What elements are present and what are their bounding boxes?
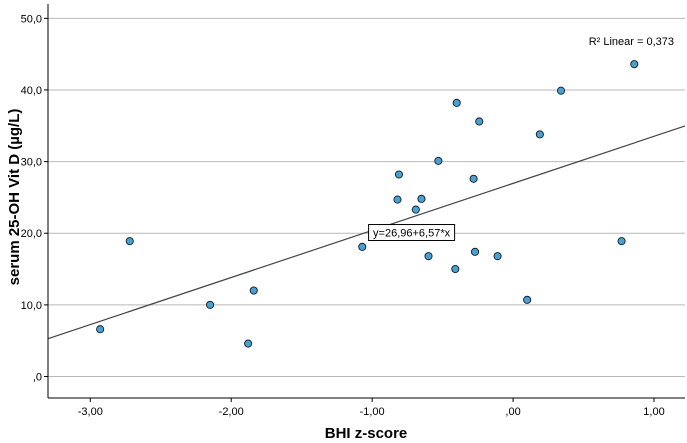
data-point xyxy=(411,205,420,214)
x-tick-label: 1,00 xyxy=(643,406,664,418)
y-tick-label: ,0 xyxy=(33,372,42,384)
data-point xyxy=(96,325,105,334)
equation-box xyxy=(368,224,456,242)
data-point xyxy=(424,252,433,261)
x-tick-label: -2,00 xyxy=(219,406,244,418)
r2-label: R² Linear = 0,373 xyxy=(589,36,674,48)
y-tick-label: 40,0 xyxy=(21,85,42,97)
data-point xyxy=(434,156,443,165)
data-point xyxy=(452,98,461,107)
data-point xyxy=(475,117,484,126)
axis-layer xyxy=(44,4,685,402)
y-tick-label: 20,0 xyxy=(21,228,42,240)
x-axis-label: BHI z-score xyxy=(325,425,408,442)
y-axis-label: serum 25-OH Vit D (µg/L) xyxy=(6,109,23,286)
fit-layer xyxy=(47,125,686,340)
data-point xyxy=(206,300,215,309)
y-tick-label: 50,0 xyxy=(21,13,42,25)
equation-label: y=26,96+6,57*x xyxy=(373,228,451,240)
data-point xyxy=(393,195,402,204)
data-point xyxy=(417,194,426,203)
y-tick-label: 10,0 xyxy=(21,300,42,312)
data-point xyxy=(358,242,367,251)
data-point xyxy=(469,174,478,183)
regression-line xyxy=(47,125,686,340)
data-point xyxy=(394,170,403,179)
data-point xyxy=(617,237,626,246)
data-point xyxy=(630,60,639,69)
data-point xyxy=(493,252,502,261)
point-layer xyxy=(96,60,639,348)
y-tick-label: 30,0 xyxy=(21,157,42,169)
label-layer: ,0 10,0 20,0 30,0 40,0 50,0 -3,00 -2,00 -1,00 ,00… xyxy=(21,13,674,418)
data-point xyxy=(470,247,480,256)
grid-layer xyxy=(48,17,685,378)
data-point xyxy=(125,237,134,246)
data-point xyxy=(556,86,566,95)
data-point xyxy=(535,130,544,139)
x-tick-label: ,00 xyxy=(505,406,520,418)
x-tick-label: -1,00 xyxy=(360,406,385,418)
data-point xyxy=(249,286,258,295)
data-point xyxy=(244,339,253,348)
x-tick-label: -3,00 xyxy=(78,406,103,418)
data-point xyxy=(451,265,460,274)
data-point xyxy=(523,295,532,304)
